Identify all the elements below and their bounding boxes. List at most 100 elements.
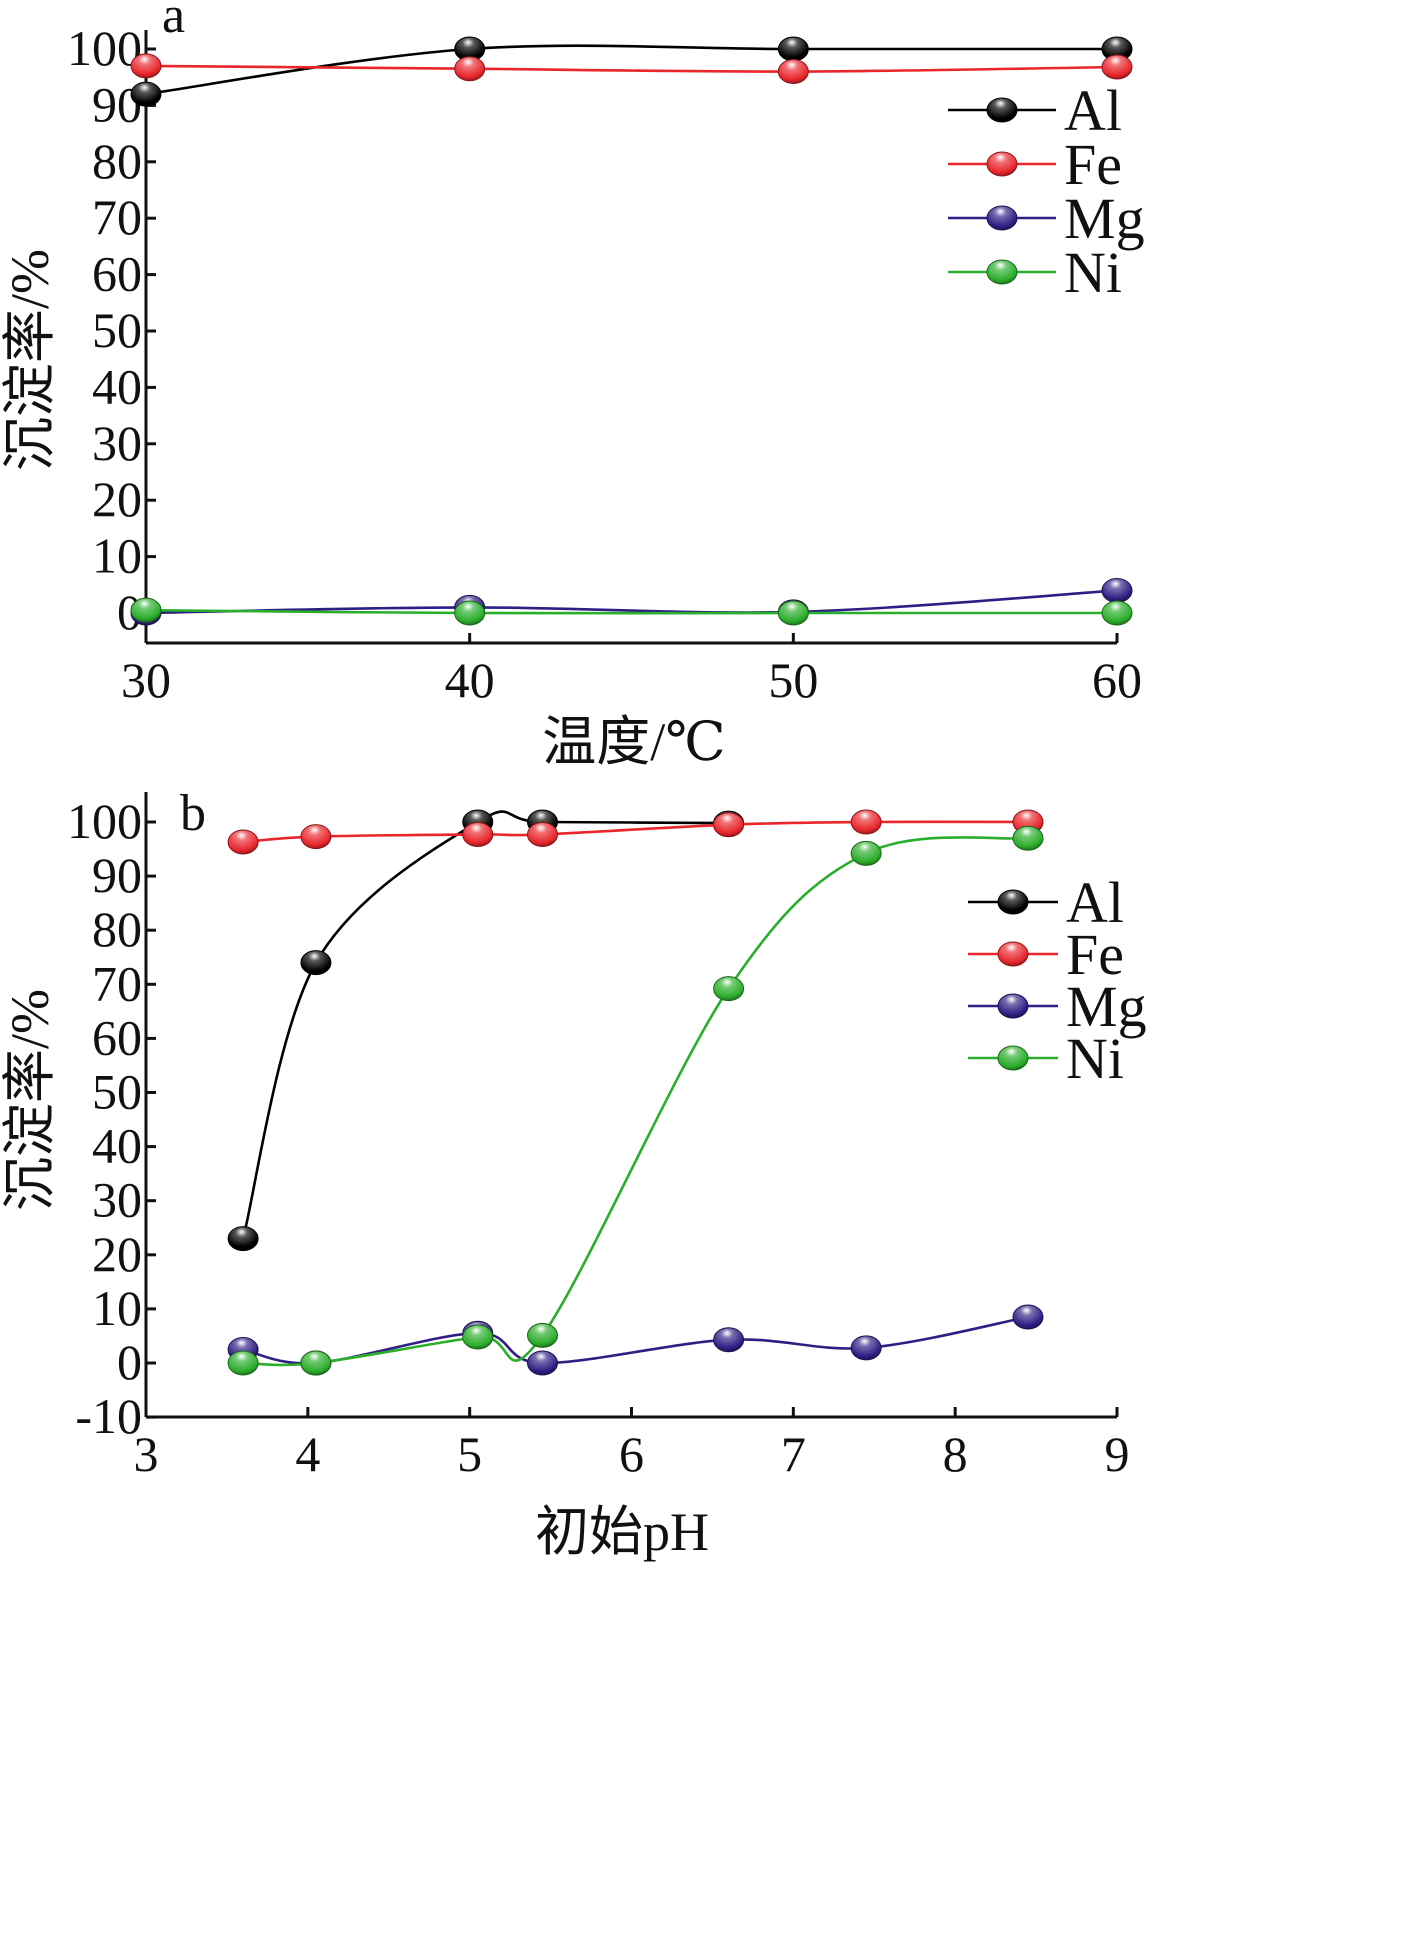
data-point-Al <box>227 1226 259 1252</box>
y-tick-label: 10 <box>92 528 142 584</box>
data-point-Mg <box>1012 1304 1044 1330</box>
data-point-Fe <box>227 829 259 855</box>
x-tick-label: 5 <box>457 1426 482 1482</box>
x-tick-label: 9 <box>1105 1426 1130 1482</box>
data-point-Al <box>777 36 809 62</box>
legend-marker <box>986 259 1018 285</box>
legend-item-Fe: Fe <box>968 922 1124 987</box>
x-tick-label: 6 <box>619 1426 644 1482</box>
data-point-Fe <box>526 821 558 847</box>
legend-label: Ni <box>1064 240 1122 305</box>
data-point-Al <box>300 950 332 976</box>
legend-label: Al <box>1066 870 1124 935</box>
series-line-Ni <box>145 608 1117 615</box>
y-tick-label: 60 <box>92 1009 142 1065</box>
series-Mg <box>227 1304 1044 1376</box>
series-line-Al <box>145 44 1117 96</box>
series-Ni <box>227 825 1044 1376</box>
legend-label: Al <box>1064 78 1122 143</box>
legend-label: Mg <box>1066 974 1147 1039</box>
y-tick-label: 30 <box>92 1172 142 1228</box>
y-tick-label: 90 <box>92 76 142 132</box>
data-point-Ni <box>454 600 486 626</box>
legend-label: Ni <box>1066 1026 1124 1091</box>
y-tick-label: 20 <box>92 471 142 527</box>
y-tick-label: 30 <box>92 415 142 471</box>
data-point-Mg <box>713 1327 745 1353</box>
series-line-Fe <box>243 820 1029 844</box>
panel-letter: b <box>180 785 206 842</box>
data-point-Fe <box>850 809 882 835</box>
data-point-Ni <box>462 1324 494 1350</box>
y-tick-label: 100 <box>67 20 142 76</box>
data-point-Ni <box>713 976 745 1002</box>
data-point-Fe <box>777 59 809 85</box>
y-tick-label: 80 <box>92 133 142 189</box>
y-tick-label: 50 <box>92 302 142 358</box>
data-point-Ni <box>227 1350 259 1376</box>
y-tick-label: 0 <box>117 1334 142 1390</box>
x-tick-label: 3 <box>134 1426 159 1482</box>
series-line-Ni <box>243 836 1029 1367</box>
series-line-Al <box>241 810 729 1239</box>
legend-label: Mg <box>1064 186 1145 251</box>
y-axis-title: 沉淀率/% <box>0 989 60 1211</box>
legend-label: Fe <box>1064 132 1122 197</box>
data-point-Fe <box>130 53 162 79</box>
y-tick-label: 10 <box>92 1280 142 1336</box>
data-point-Fe <box>454 56 486 82</box>
x-tick-label: 50 <box>768 652 818 708</box>
legend-marker <box>997 889 1029 915</box>
legend-item-Al: Al <box>968 870 1124 935</box>
y-tick-label: 70 <box>92 189 142 245</box>
x-axis-title: 初始pH <box>535 1502 709 1562</box>
x-tick-label: 8 <box>943 1426 968 1482</box>
x-tick-label: 60 <box>1092 652 1142 708</box>
data-point-Ni <box>1012 825 1044 851</box>
data-point-Al <box>130 81 162 107</box>
data-point-Mg <box>1101 577 1133 603</box>
legend-item-Al: Al <box>948 78 1122 143</box>
data-point-Ni <box>300 1350 332 1376</box>
data-point-Ni <box>1101 600 1133 626</box>
series-Al <box>130 36 1133 107</box>
legend-marker <box>997 941 1029 967</box>
x-tick-label: 7 <box>781 1426 806 1482</box>
legend-item-Mg: Mg <box>968 974 1147 1039</box>
series-line-Mg <box>145 589 1118 615</box>
y-tick-label: 40 <box>92 1118 142 1174</box>
series-Al <box>227 809 745 1252</box>
x-tick-label: 4 <box>295 1426 320 1482</box>
panel-letter: a <box>162 0 185 44</box>
data-point-Fe <box>1101 54 1133 80</box>
y-tick-label: 100 <box>67 793 142 849</box>
y-tick-label: 70 <box>92 955 142 1011</box>
x-axis-title: 温度/℃ <box>542 712 725 772</box>
data-point-Fe <box>713 812 745 838</box>
y-tick-label: 40 <box>92 358 142 414</box>
series-Mg <box>130 577 1133 626</box>
data-point-Mg <box>526 1350 558 1376</box>
x-tick-label: 40 <box>445 652 495 708</box>
data-point-Ni <box>850 840 882 866</box>
series-Ni <box>130 597 1133 626</box>
legend-item-Ni: Ni <box>948 240 1122 305</box>
legend-marker <box>986 151 1018 177</box>
series-Fe <box>227 809 1044 855</box>
legend-label: Fe <box>1066 922 1124 987</box>
y-tick-label: 60 <box>92 246 142 302</box>
legend-marker <box>997 1045 1029 1071</box>
legend-item-Mg: Mg <box>948 186 1145 251</box>
y-tick-label: 90 <box>92 847 142 903</box>
data-point-Mg <box>850 1335 882 1361</box>
legend-item-Fe: Fe <box>948 132 1122 197</box>
legend-item-Ni: Ni <box>968 1026 1124 1091</box>
series-Fe <box>130 53 1133 85</box>
legend-marker <box>986 205 1018 231</box>
data-point-Ni <box>526 1322 558 1348</box>
data-point-Ni <box>130 597 162 623</box>
y-tick-label: 80 <box>92 901 142 957</box>
